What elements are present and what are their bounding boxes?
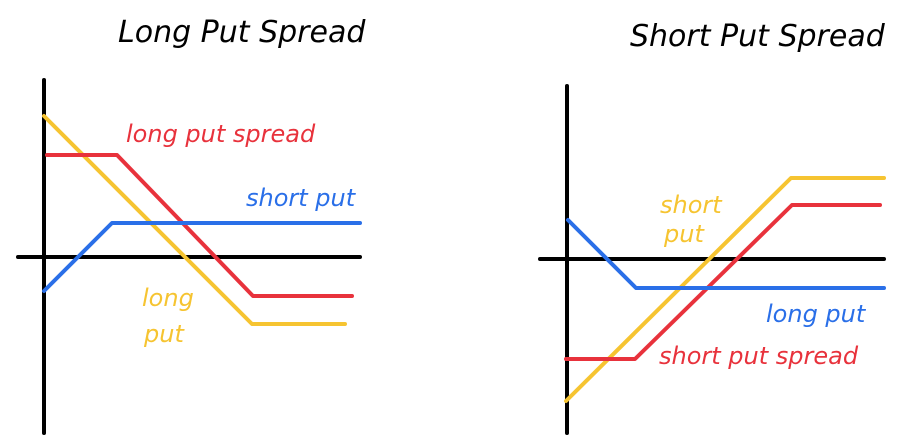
long-put-spread-panel: Long Put Spread long put spread short pu… — [16, 15, 366, 435]
label-short-put-spread: short put spread — [659, 342, 859, 370]
label-long-put-line1: long — [142, 284, 194, 312]
long-put-line-right — [566, 218, 886, 290]
short-put-spread-panel: Short Put Spread short put long put shor… — [538, 19, 886, 435]
label-short-put-line1: short — [660, 191, 723, 219]
label-long-put: long put — [766, 300, 867, 328]
long-put-spread-title: Long Put Spread — [118, 15, 366, 50]
short-put-spread-title: Short Put Spread — [630, 19, 886, 54]
label-short-put-line2: put — [663, 220, 705, 248]
short-put-spread-line — [564, 203, 882, 361]
label-long-put-spread: long put spread — [126, 120, 316, 148]
short-put-line — [42, 221, 362, 293]
long-put-line — [42, 114, 347, 326]
label-long-put-line2: put — [143, 320, 185, 348]
short-put-line-right — [564, 176, 886, 403]
long-put-spread-line — [45, 153, 354, 298]
label-short-put: short put — [246, 184, 357, 212]
